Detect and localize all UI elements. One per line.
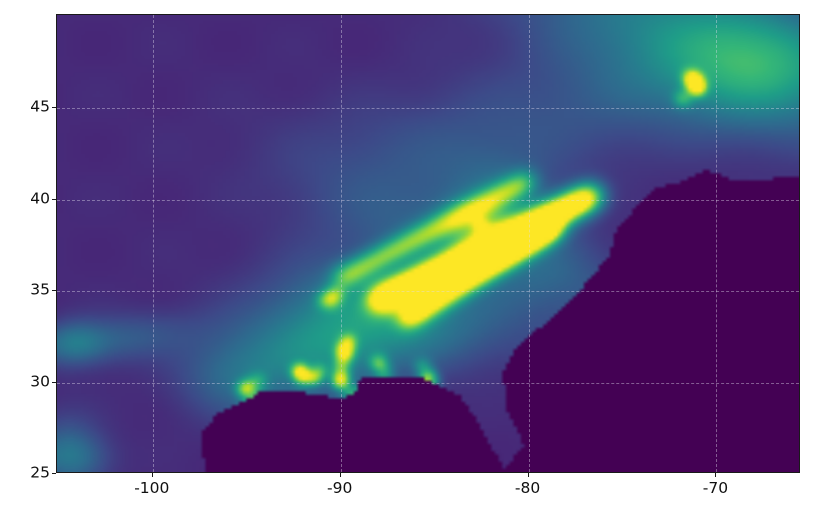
y-axis-tick — [52, 473, 56, 474]
y-axis-tick — [52, 381, 56, 383]
x-axis-tick — [715, 473, 717, 477]
y-axis-tick — [52, 198, 56, 200]
y-axis-tick-label: 40 — [30, 188, 50, 207]
plot-axes — [56, 14, 800, 473]
x-axis-tick-label: -80 — [514, 479, 541, 497]
y-axis-tick-label: 25 — [30, 463, 50, 482]
x-axis-tick-label: -90 — [327, 479, 353, 497]
y-axis-tick — [52, 107, 56, 109]
y-axis-tick-label: 30 — [30, 371, 50, 390]
x-axis-tick-label: -70 — [702, 479, 729, 497]
x-axis-tick — [527, 473, 529, 477]
y-axis-tick-label: 45 — [30, 97, 50, 116]
y-axis-tick-label: 35 — [30, 280, 50, 299]
x-axis-tick-label: -100 — [134, 479, 170, 497]
y-axis-tick — [52, 290, 56, 292]
heatmap-image — [57, 15, 799, 472]
x-axis-tick — [339, 473, 341, 477]
x-axis-tick — [151, 473, 153, 477]
